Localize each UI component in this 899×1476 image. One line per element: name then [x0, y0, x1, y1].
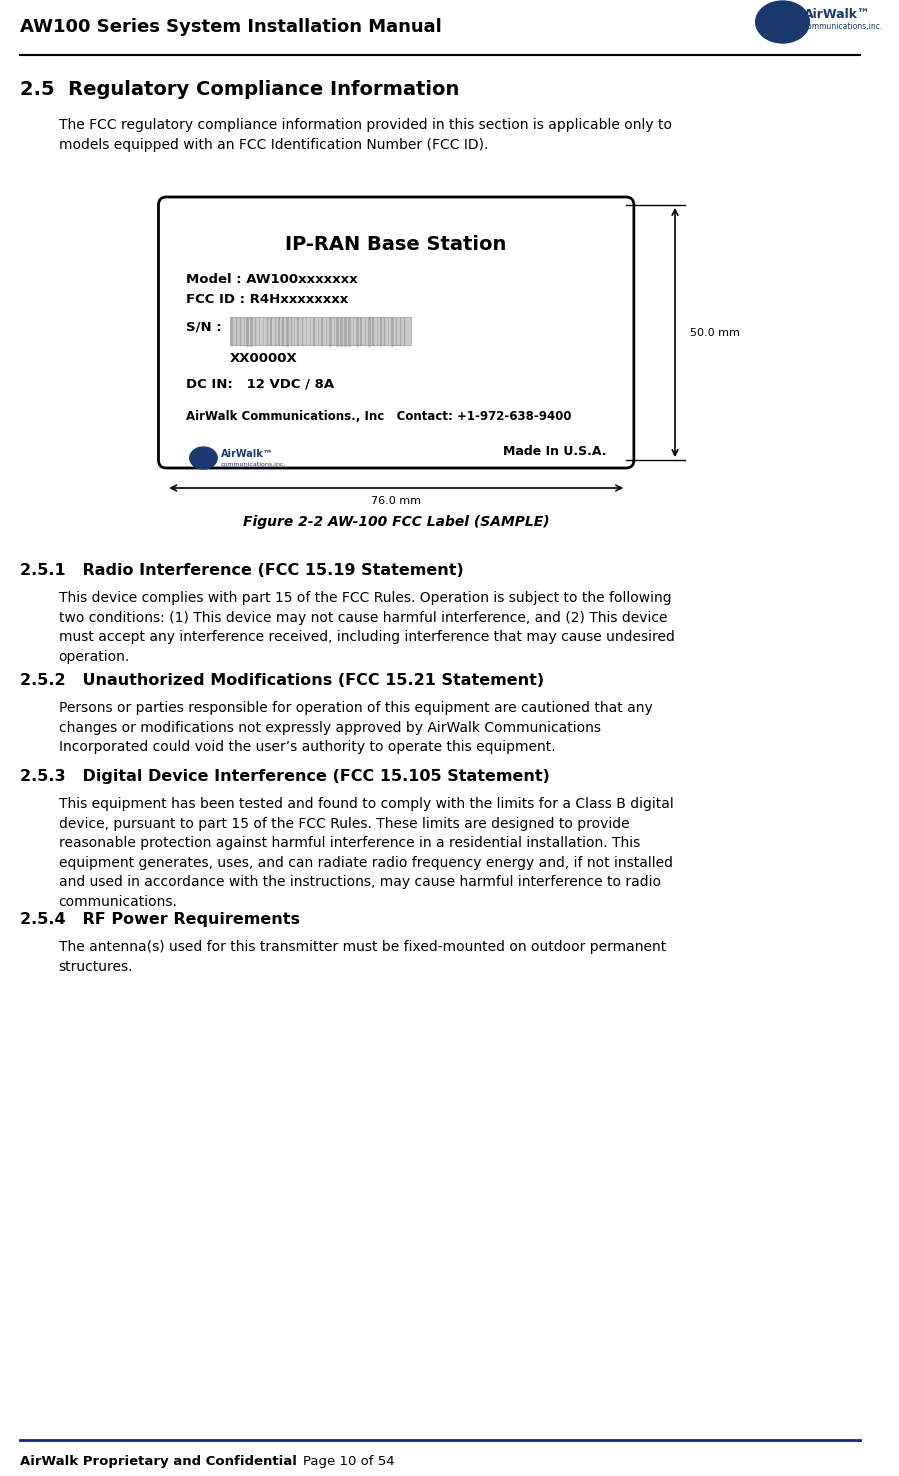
Text: IP-RAN Base Station: IP-RAN Base Station: [286, 235, 507, 254]
Text: The FCC regulatory compliance information provided in this section is applicable: The FCC regulatory compliance informatio…: [58, 118, 672, 152]
Text: The antenna(s) used for this transmitter must be fixed-mounted on outdoor perman: The antenna(s) used for this transmitter…: [58, 940, 666, 974]
Text: communications,inc.: communications,inc.: [804, 22, 884, 31]
Text: Model : AW100xxxxxxx: Model : AW100xxxxxxx: [186, 273, 358, 286]
Text: Persons or parties responsible for operation of this equipment are cautioned tha: Persons or parties responsible for opera…: [58, 701, 653, 754]
Text: This device complies with part 15 of the FCC Rules. Operation is subject to the : This device complies with part 15 of the…: [58, 590, 674, 664]
FancyBboxPatch shape: [158, 196, 634, 468]
Text: 50.0 mm: 50.0 mm: [690, 328, 740, 338]
Text: Figure 2-2 AW-100 FCC Label (SAMPLE): Figure 2-2 AW-100 FCC Label (SAMPLE): [243, 515, 549, 528]
Text: communications,inc.: communications,inc.: [221, 462, 287, 466]
Text: AirWalk™: AirWalk™: [221, 449, 273, 459]
Text: FCC ID : R4Hxxxxxxxx: FCC ID : R4Hxxxxxxxx: [186, 294, 348, 306]
Text: S/N :: S/N :: [186, 320, 221, 334]
Ellipse shape: [756, 1, 809, 43]
Text: AirWalk Proprietary and Confidential: AirWalk Proprietary and Confidential: [20, 1455, 297, 1469]
Text: 2.5.1   Radio Interference (FCC 15.19 Statement): 2.5.1 Radio Interference (FCC 15.19 Stat…: [20, 562, 463, 579]
Text: Page 10 of 54: Page 10 of 54: [303, 1455, 395, 1469]
Text: 2.5  Regulatory Compliance Information: 2.5 Regulatory Compliance Information: [20, 80, 459, 99]
Text: 76.0 mm: 76.0 mm: [371, 496, 421, 506]
Text: This equipment has been tested and found to comply with the limits for a Class B: This equipment has been tested and found…: [58, 797, 673, 909]
Ellipse shape: [190, 447, 218, 469]
Text: XX0000X: XX0000X: [230, 351, 298, 365]
Text: 2.5.2   Unauthorized Modifications (FCC 15.21 Statement): 2.5.2 Unauthorized Modifications (FCC 15…: [20, 673, 544, 688]
FancyBboxPatch shape: [230, 317, 411, 345]
Text: Made In U.S.A.: Made In U.S.A.: [503, 444, 607, 458]
Text: 2.5.3   Digital Device Interference (FCC 15.105 Statement): 2.5.3 Digital Device Interference (FCC 1…: [20, 769, 549, 784]
Text: 2.5.4   RF Power Requirements: 2.5.4 RF Power Requirements: [20, 912, 299, 927]
Text: AirWalk™: AirWalk™: [804, 7, 870, 21]
Text: AirWalk Communications., Inc   Contact: +1-972-638-9400: AirWalk Communications., Inc Contact: +1…: [186, 410, 572, 424]
Text: DC IN:   12 VDC / 8A: DC IN: 12 VDC / 8A: [186, 376, 334, 390]
Text: AW100 Series System Installation Manual: AW100 Series System Installation Manual: [20, 18, 441, 35]
